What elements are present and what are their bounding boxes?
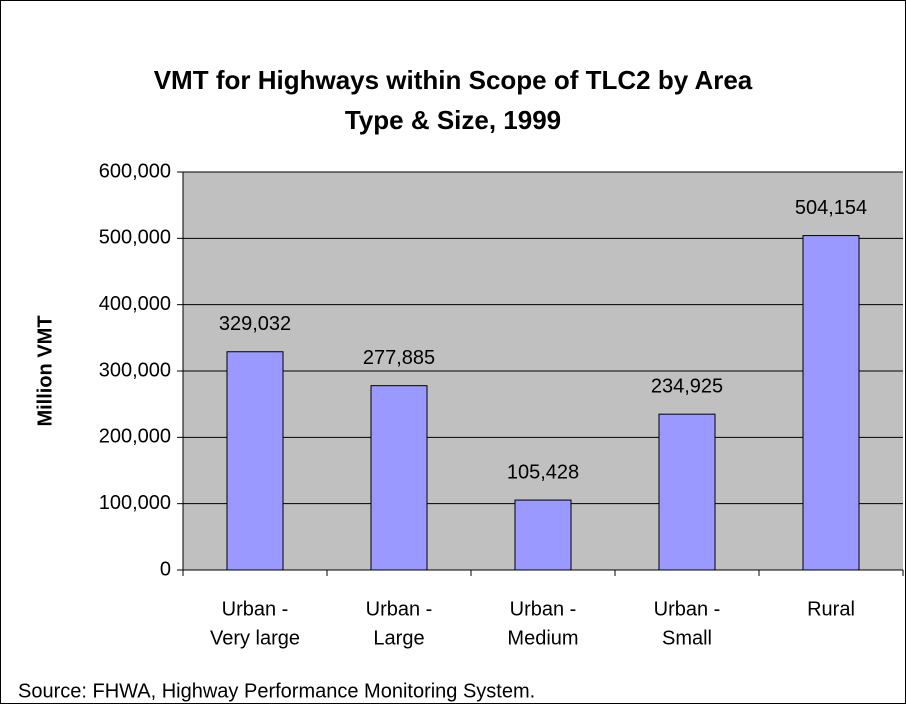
y-tick-label: 0 bbox=[160, 558, 171, 580]
bar bbox=[658, 413, 716, 571]
bar bbox=[226, 351, 284, 571]
chart-title: Type & Size, 1999 bbox=[345, 105, 561, 135]
x-tick-label: Medium bbox=[507, 627, 578, 649]
bar bbox=[370, 385, 428, 571]
value-label: 234,925 bbox=[651, 375, 723, 397]
y-tick-label: 300,000 bbox=[99, 359, 171, 381]
x-tick-label: Urban - bbox=[222, 598, 289, 620]
chart-title: VMT for Highways within Scope of TLC2 by… bbox=[154, 65, 753, 95]
y-tick-label: 500,000 bbox=[99, 227, 171, 249]
y-tick-label: 200,000 bbox=[99, 426, 171, 448]
value-label: 105,428 bbox=[507, 461, 579, 483]
y-tick-label: 100,000 bbox=[99, 492, 171, 514]
x-tick-label: Small bbox=[662, 627, 712, 649]
x-tick-label: Rural bbox=[807, 598, 855, 620]
x-tick-label: Urban - bbox=[366, 598, 433, 620]
value-label: 504,154 bbox=[795, 197, 867, 219]
x-tick-label: Urban - bbox=[510, 598, 577, 620]
value-label: 277,885 bbox=[363, 347, 435, 369]
x-tick-label: Urban - bbox=[654, 598, 721, 620]
y-tick-label: 600,000 bbox=[99, 160, 171, 182]
y-tick-label: 400,000 bbox=[99, 293, 171, 315]
x-tick-label: Very large bbox=[210, 627, 300, 649]
source-note: Source: FHWA, Highway Performance Monito… bbox=[18, 680, 535, 702]
x-tick-label: Large bbox=[373, 627, 424, 649]
y-axis-label: Million VMT bbox=[34, 315, 56, 426]
bar bbox=[802, 235, 860, 571]
value-label: 329,032 bbox=[219, 313, 291, 335]
bar bbox=[514, 499, 572, 571]
